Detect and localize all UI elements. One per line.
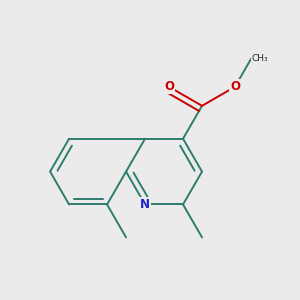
Text: CH₃: CH₃ xyxy=(251,54,268,63)
Text: N: N xyxy=(140,198,150,211)
Text: O: O xyxy=(164,80,174,93)
Text: O: O xyxy=(230,80,240,93)
